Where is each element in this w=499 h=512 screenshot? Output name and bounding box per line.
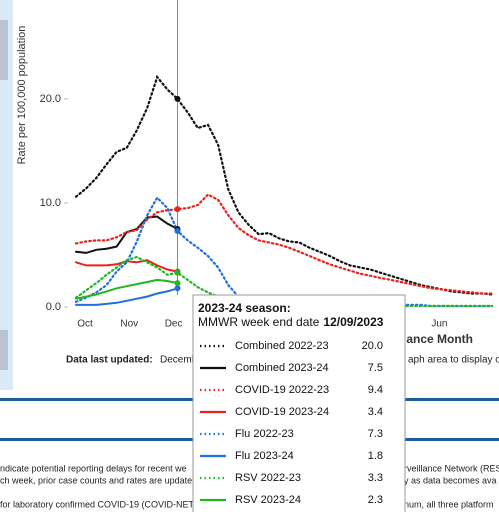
legend-name: Combined 2022-23 (235, 340, 329, 352)
tooltip-value: 7.3 (368, 428, 383, 440)
footnote: y as data becomes ava (404, 475, 497, 485)
x-tick-label: Oct (77, 319, 93, 330)
updated-label: Data last updated: (66, 355, 153, 366)
y-axis-label: Rate per 100,000 population (16, 26, 28, 165)
series-line (75, 259, 179, 273)
tooltip-value: 1.8 (368, 450, 383, 462)
tooltip-box (192, 294, 406, 512)
footnote: for laboratory confirmed COVID-19 (COVID… (0, 499, 195, 509)
tooltip-week-label: MMWR week end date (198, 315, 320, 329)
y-tick-label: 20.0 (40, 93, 61, 105)
hover-point (174, 269, 181, 276)
side-control[interactable] (0, 330, 8, 370)
tooltip-value: 2.3 (368, 494, 383, 506)
series-line (74, 195, 494, 308)
footnote: rveillance Network (RES (404, 463, 499, 473)
y-tick-label: 0.0 (46, 301, 61, 313)
legend-name: Flu 2022-23 (235, 428, 294, 440)
hover-point (174, 206, 181, 213)
tooltip-value: 9.4 (368, 384, 383, 396)
hover-point (174, 228, 181, 235)
tooltip-date: 12/09/2023 (323, 315, 383, 329)
tooltip-value: 3.4 (368, 406, 383, 418)
hint-text: aph area to display o (408, 355, 499, 366)
legend-name: RSV 2022-23 (235, 472, 301, 484)
series-line (74, 193, 494, 295)
tooltip-value: 7.5 (368, 362, 383, 374)
updated-value: Decemb (160, 355, 198, 366)
side-panel (0, 0, 13, 390)
legend-name: Combined 2023-24 (235, 362, 329, 374)
plot-area: 0.010.020.0OctNovDecJanFebMarAprMayJun (40, 0, 494, 330)
x-tick-label: Nov (120, 319, 138, 330)
tooltip-value: 20.0 (362, 340, 383, 352)
hover-point (174, 95, 181, 102)
series-line (75, 287, 179, 306)
series-line (75, 278, 179, 300)
tooltip-value: 3.3 (368, 472, 383, 484)
tooltip-subtitle: MMWR week end date 12/09/2023 (198, 315, 384, 329)
tooltip: 2023-24 season:MMWR week end date 12/09/2… (192, 294, 406, 512)
y-tick-label: 10.0 (40, 197, 61, 209)
footnote: ch week, prior case counts and rates are… (0, 475, 192, 485)
hover-point (174, 280, 181, 287)
tooltip-title: 2023-24 season: (198, 301, 291, 315)
legend-name: COVID-19 2022-23 (235, 384, 329, 396)
series-line (75, 215, 179, 254)
legend-name: RSV 2023-24 (235, 494, 301, 506)
x-tick-label: Jun (431, 319, 447, 330)
footnote: num, all three platform (404, 499, 494, 509)
footnote: ndicate potential reporting delays for r… (0, 463, 187, 473)
side-control[interactable] (0, 20, 8, 80)
hover-point (174, 285, 181, 292)
legend-name: Flu 2023-24 (235, 450, 294, 462)
legend-name: COVID-19 2023-24 (235, 406, 329, 418)
x-tick-label: Dec (165, 319, 183, 330)
